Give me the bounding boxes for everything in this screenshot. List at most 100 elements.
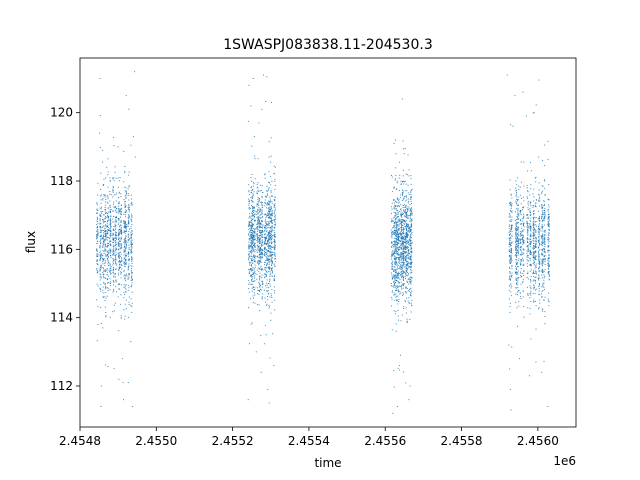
data-point [514,233,516,235]
data-point [509,213,511,215]
data-point [393,206,395,208]
data-point [532,235,534,237]
data-point [96,212,98,214]
data-point [520,223,522,225]
data-point [537,279,539,281]
data-point [125,241,127,243]
data-point [527,204,529,206]
data-point [407,198,409,200]
data-point [250,248,252,250]
data-point [96,268,98,270]
data-point [119,268,121,270]
data-point [409,215,411,217]
data-point [131,291,133,293]
data-point [526,242,528,244]
data-point [409,262,411,264]
data-point [100,223,102,225]
data-point [518,215,520,217]
data-point [267,293,269,295]
data-point [268,240,270,242]
data-point [248,255,250,257]
data-point [268,203,270,205]
data-point [402,255,404,257]
data-point [516,177,518,179]
data-point [410,200,412,202]
data-point [118,209,120,211]
data-point [542,259,544,261]
data-point [541,265,543,267]
data-point [268,234,270,236]
data-point [121,268,123,270]
data-point [109,231,111,233]
y-tick-label: 112 [50,379,73,393]
data-point [261,298,263,300]
data-point [398,219,400,221]
data-point [256,292,258,294]
data-point [405,252,407,254]
data-point [534,257,536,259]
data-point [124,249,126,251]
data-point [253,268,255,270]
data-point [527,170,529,172]
data-point [265,334,267,336]
data-point [397,315,399,317]
data-point [104,209,106,210]
data-point [250,240,252,242]
data-point [267,223,269,225]
data-point [402,192,404,194]
data-point [258,234,260,236]
data-point [272,271,274,273]
data-point [97,230,99,232]
data-point [125,187,127,189]
data-point [112,311,114,313]
data-point [398,275,400,277]
data-point [118,219,120,221]
data-point [124,223,126,225]
data-point [130,236,132,238]
data-point [516,279,518,281]
data-point [533,263,535,265]
data-point [509,244,511,246]
data-point [533,252,535,254]
data-point [532,246,534,248]
data-point [107,207,109,209]
data-point [107,198,109,200]
data-point [127,174,129,176]
data-point [539,267,541,269]
data-point [541,204,543,206]
data-point [509,231,511,233]
data-point [398,290,400,292]
data-point [402,271,404,273]
data-point [397,246,399,248]
data-point [527,294,529,296]
data-point [517,196,519,198]
data-point [268,230,270,232]
data-point [394,225,396,227]
data-point [257,260,259,262]
data-point [128,265,130,267]
data-point [109,239,111,241]
data-point [510,245,512,247]
data-point [548,255,550,257]
data-point [400,210,402,212]
data-point [256,237,258,239]
data-point [405,258,407,260]
data-point [403,203,405,205]
data-point [403,235,405,237]
data-point [407,234,409,236]
data-point [542,238,544,240]
data-point [509,306,511,308]
data-point [402,279,404,281]
data-point [120,244,122,246]
data-point [250,242,252,244]
y-axis-label: flux [24,231,38,253]
data-point [265,225,267,227]
data-point [527,271,529,273]
data-point [259,291,261,293]
data-point [401,98,403,100]
data-point [104,204,106,206]
data-point [112,190,114,192]
data-point [400,256,402,258]
data-point [519,194,521,196]
data-point [391,263,393,265]
